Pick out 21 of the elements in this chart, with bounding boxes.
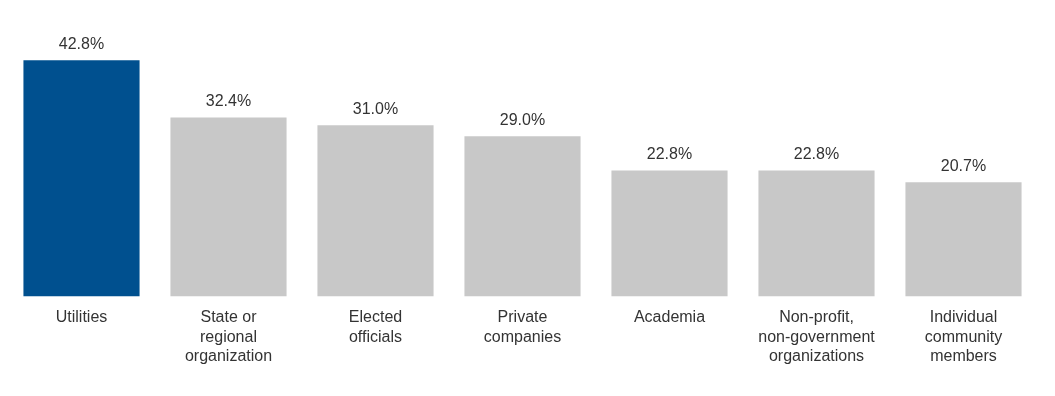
x-tick-label: Elected officials	[348, 308, 403, 345]
x-tick-label: Private companies	[483, 308, 562, 345]
bar	[758, 170, 875, 297]
data-label: 20.7%	[940, 156, 987, 174]
x-tick-label: Academia	[633, 308, 706, 326]
bar	[611, 170, 728, 297]
data-label: 31.0%	[352, 99, 399, 117]
x-tick-label: Individual community members	[924, 308, 1003, 364]
bar	[464, 136, 581, 297]
data-label: 32.4%	[205, 91, 252, 109]
data-label: 29.0%	[499, 110, 546, 128]
x-tick-label: Utilities	[55, 308, 108, 326]
bar	[23, 60, 140, 297]
x-tick-label: State or regional organization	[184, 308, 273, 364]
data-label: 22.8%	[646, 144, 693, 162]
bar	[170, 117, 287, 297]
data-label: 42.8%	[58, 34, 105, 52]
bar	[905, 182, 1022, 297]
data-label: 22.8%	[793, 144, 840, 162]
x-tick-label: Non-profit, non-government organizations	[758, 308, 876, 364]
bar	[317, 125, 434, 297]
